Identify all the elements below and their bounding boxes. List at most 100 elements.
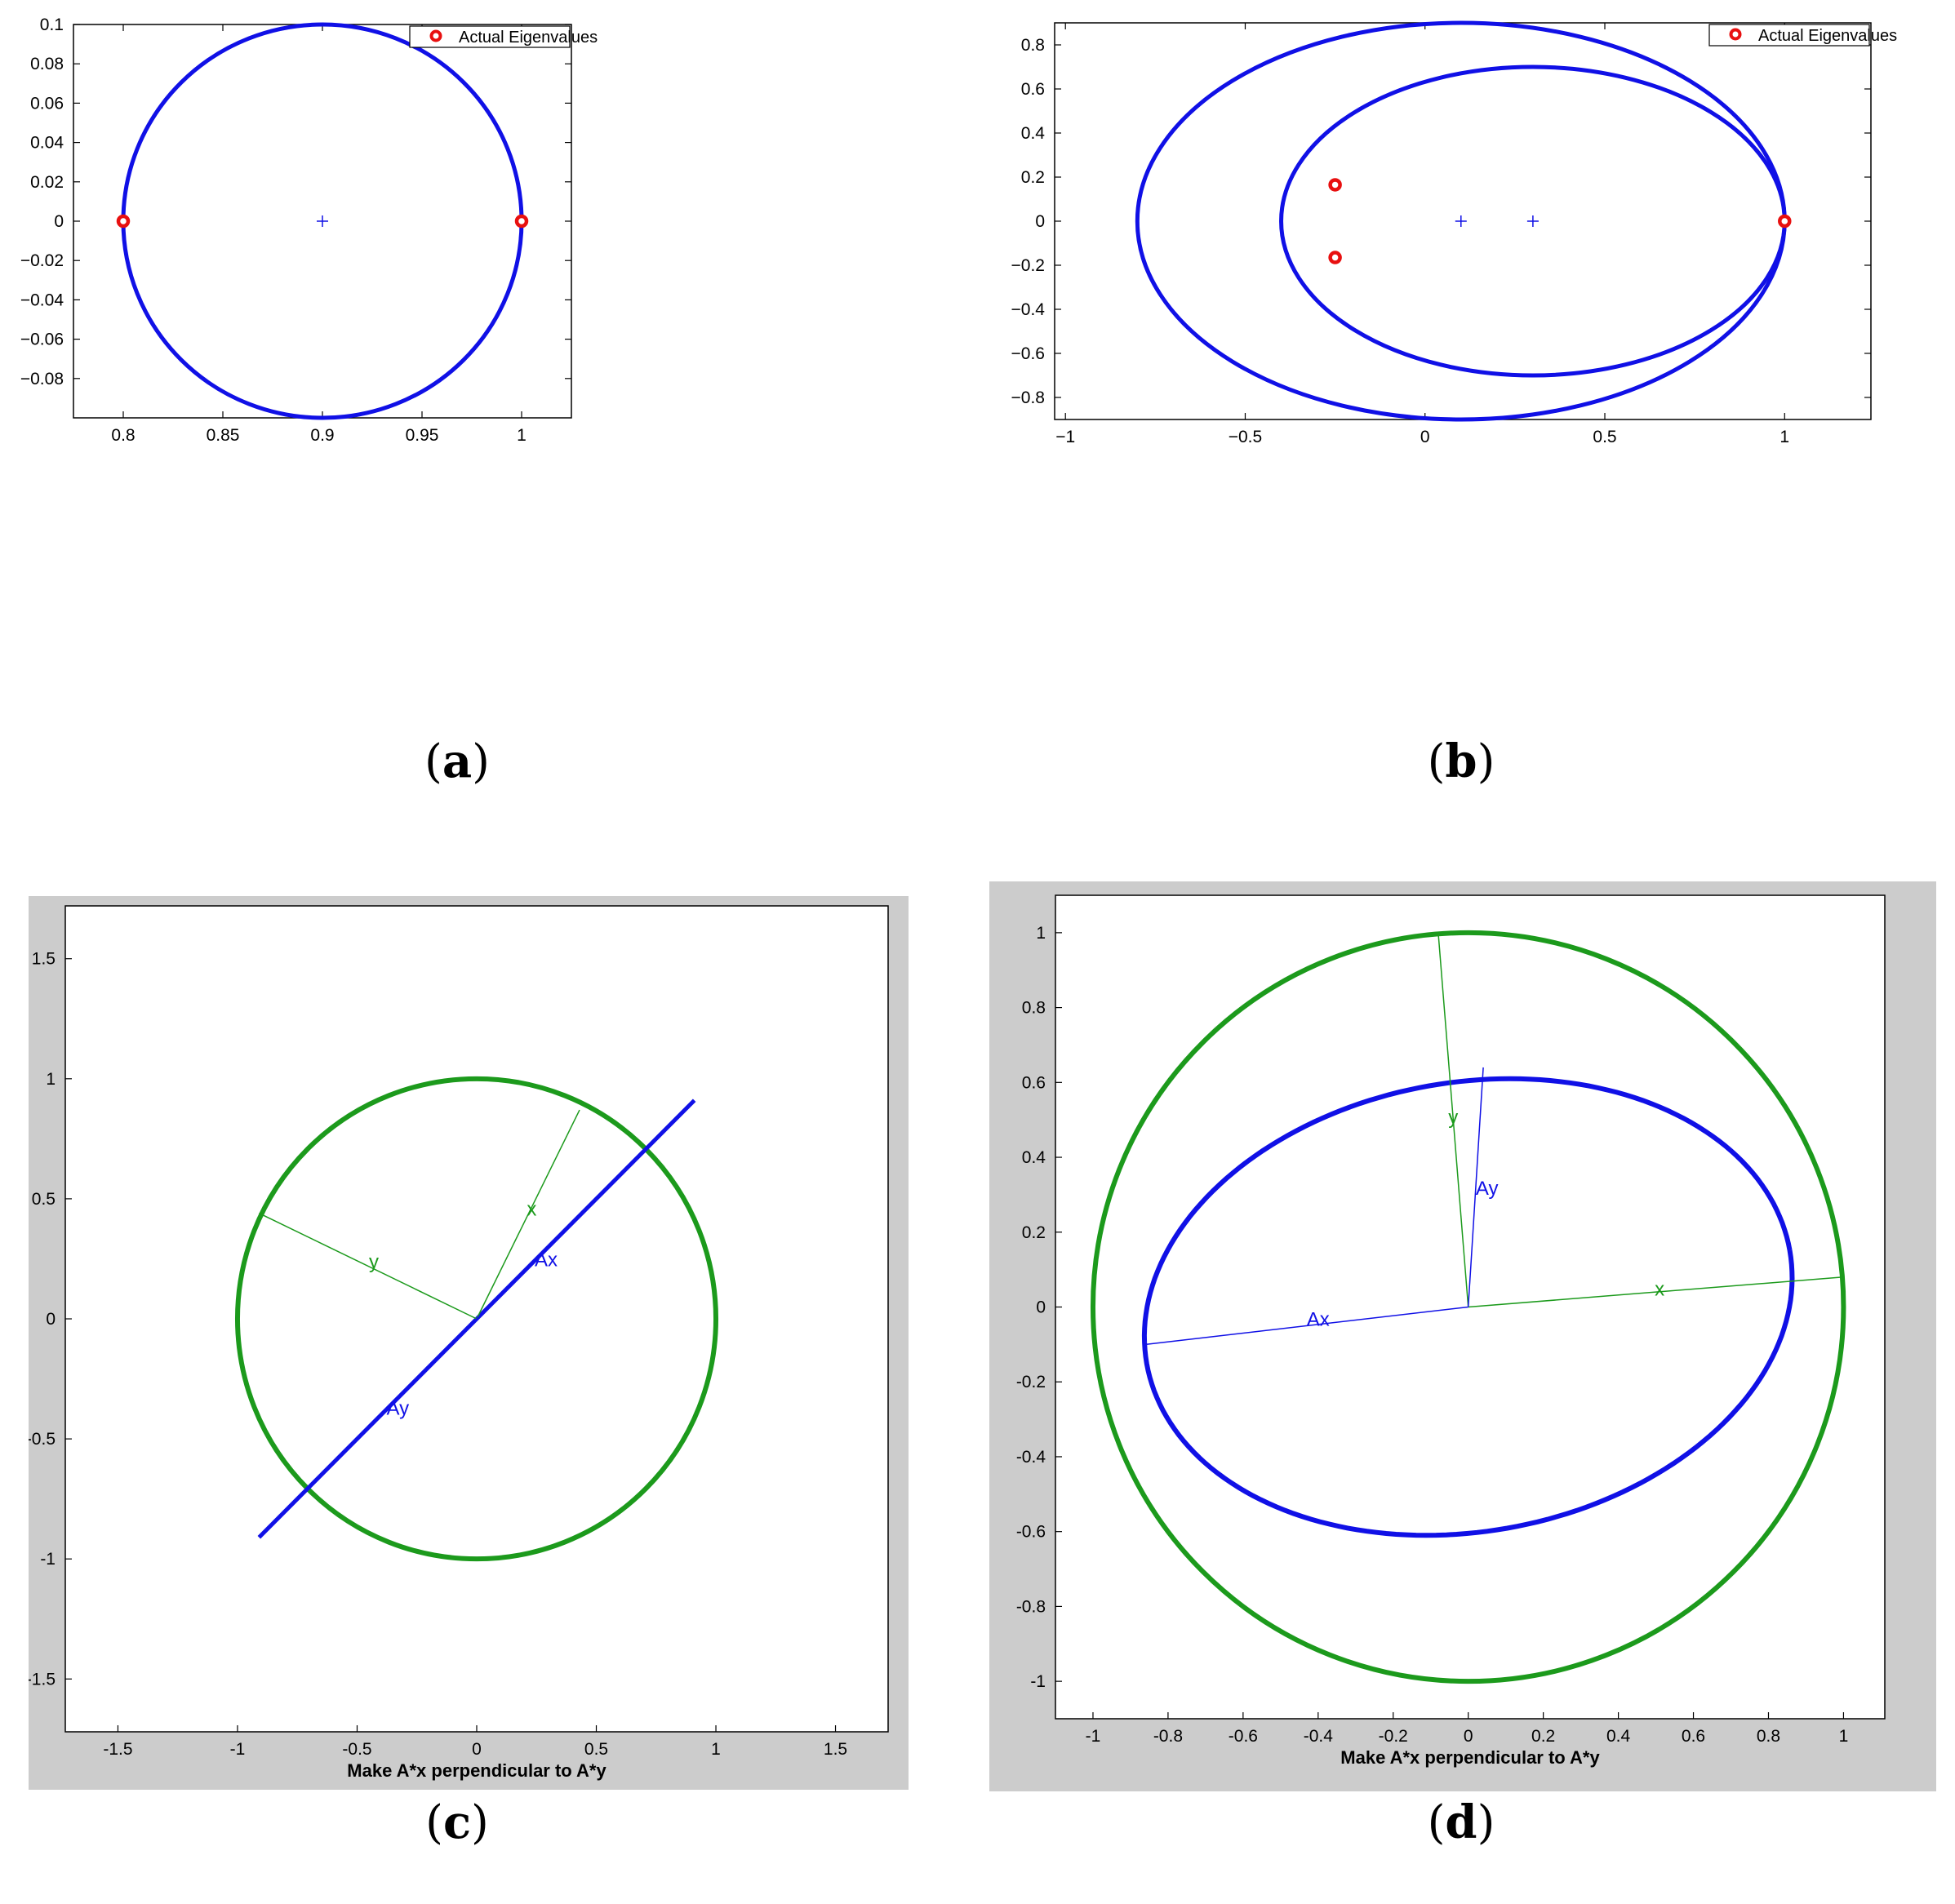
- y-tick-label: −0.04: [20, 291, 64, 309]
- x-tick-label: -0.8: [1153, 1727, 1183, 1746]
- x-tick-label: -0.2: [1379, 1727, 1408, 1746]
- chart-a-svg: 0.8 0.85 0.9 0.95 1 0.1 0.08 0.06 0.04 0.02 0 −0.02…: [20, 16, 598, 445]
- x-tick-label: -0.6: [1229, 1727, 1258, 1746]
- y-tick-label: 0: [1035, 212, 1045, 231]
- y-tick-label: 1.5: [32, 950, 56, 969]
- eigenvalue-marker: [1328, 178, 1342, 192]
- x-tick-label: 0.2: [1531, 1727, 1555, 1746]
- x-tick-label: -0.4: [1304, 1727, 1334, 1746]
- vector-label-y: y: [1448, 1107, 1458, 1129]
- vector-label-ax: Ax: [535, 1249, 558, 1271]
- x-tick-label: 1: [517, 426, 527, 445]
- vector-ax: [1145, 1306, 1468, 1346]
- y-tick-label: 0.08: [30, 55, 64, 73]
- x-tick-label: 0.6: [1682, 1727, 1705, 1746]
- y-tick-label: 0.4: [1021, 124, 1046, 143]
- chart-d-svg: -1 -0.8 -0.6 -0.4 -0.2 0 0.2 0.4 0.6 0.8 1 1 0.8 0.6 0…: [1016, 894, 1886, 1768]
- y-tick-label: 0: [1036, 1298, 1046, 1317]
- y-tick-label: 0.02: [30, 173, 64, 192]
- caption-d: (d): [1427, 1795, 1495, 1849]
- legend-marker: [1729, 28, 1742, 41]
- y-tick-label: 0.04: [30, 134, 64, 153]
- y-tick-label: -0.2: [1016, 1373, 1046, 1391]
- x-axis-label: Make A*x perpendicular to A*y: [347, 1760, 606, 1781]
- center-plus-marker: [1455, 215, 1467, 227]
- y-tick-label: 0.06: [30, 94, 64, 113]
- y-tick-label: -0.6: [1016, 1523, 1046, 1542]
- x-tick-label: 0: [1464, 1727, 1473, 1746]
- x-tick-label: 1: [711, 1740, 721, 1759]
- eigenvalue-marker: [1778, 214, 1792, 229]
- x-tick-label: 0.4: [1606, 1727, 1631, 1746]
- x-tick-label: -0.5: [342, 1740, 371, 1759]
- x-tick-label: 0.85: [207, 426, 240, 445]
- vector-ay: [1467, 1067, 1484, 1307]
- y-tick-label: 0: [54, 212, 64, 231]
- caption-b: (b): [1427, 735, 1495, 788]
- chart-c-svg: -1.5 -1 -0.5 0 0.5 1 1.5 1.5 1 0.5 0 -0.5 -1 -1.5 Make…: [29, 905, 889, 1781]
- x-tick-label: -1.5: [103, 1740, 132, 1759]
- x-tick-label: 1.5: [824, 1740, 847, 1759]
- legend-label: Actual Eigenvalues: [459, 29, 598, 47]
- x-tick-label: 1: [1779, 428, 1789, 446]
- y-tick-label: 1: [46, 1070, 56, 1089]
- y-tick-label: 0: [46, 1310, 56, 1329]
- y-tick-label: 0.8: [1021, 36, 1045, 55]
- panel-c: -1.5 -1 -0.5 0 0.5 1 1.5 1.5 1 0.5 0 -0.5 -1 -1.5 Make…: [29, 896, 909, 1790]
- vector-ax: [476, 1160, 635, 1320]
- y-tick-label: −0.08: [20, 370, 64, 388]
- x-tick-label: 0: [1420, 428, 1430, 446]
- y-tick-label: -1: [1030, 1672, 1046, 1691]
- y-tick-label: 0.2: [1021, 168, 1045, 187]
- vector-label-ay: Ay: [387, 1398, 410, 1420]
- y-tick-label: 1: [1036, 924, 1046, 943]
- vector-x: [476, 1109, 580, 1320]
- center-plus-marker: [317, 215, 328, 227]
- vector-label-y: y: [369, 1251, 379, 1273]
- panel-b: −1 −0.5 0 0.5 1 0.8 0.6 0.4 0.2 0 −0.2 −0.4 −0.6 −0.8…: [980, 0, 1955, 816]
- y-tick-label: −0.4: [1011, 300, 1046, 319]
- y-tick-label: −0.6: [1011, 344, 1045, 363]
- eigenvalue-marker: [116, 214, 131, 229]
- x-tick-label: 0.9: [310, 426, 334, 445]
- y-tick-label: 0.6: [1022, 1073, 1046, 1092]
- legend-marker: [429, 29, 442, 42]
- y-tick-label: 0.6: [1021, 80, 1045, 99]
- x-tick-label: 0.5: [1593, 428, 1616, 446]
- unit-circle: [1090, 930, 1846, 1684]
- vector-y: [259, 1212, 478, 1320]
- x-tick-label: 0.8: [111, 426, 135, 445]
- y-tick-label: 0.4: [1022, 1148, 1046, 1167]
- y-tick-label: −0.06: [20, 331, 64, 349]
- caption-c: (c): [425, 1795, 489, 1849]
- x-tick-label: 1: [1839, 1727, 1849, 1746]
- y-tick-label: −0.8: [1011, 388, 1045, 407]
- vector-label-ax: Ax: [1307, 1308, 1330, 1330]
- x-tick-label: 0.5: [584, 1740, 608, 1759]
- vector-label-x: x: [1655, 1279, 1664, 1301]
- unit-circle: [234, 1076, 719, 1562]
- legend-box: [1708, 24, 1870, 47]
- x-tick-label: 0.95: [406, 426, 439, 445]
- y-tick-label: 0.5: [32, 1190, 56, 1209]
- y-tick-label: -1: [40, 1550, 56, 1569]
- x-axis-label: Make A*x perpendicular to A*y: [1340, 1747, 1600, 1768]
- x-tick-label: -1: [230, 1740, 246, 1759]
- x-tick-label: −1: [1055, 428, 1075, 446]
- y-tick-label: -0.8: [1016, 1597, 1046, 1616]
- y-tick-label: -1.5: [29, 1670, 56, 1689]
- y-tick-label: 0.8: [1022, 999, 1046, 1018]
- vector-y: [1437, 932, 1469, 1307]
- y-tick-label: 0.2: [1022, 1223, 1046, 1242]
- vector-label-ay: Ay: [1476, 1178, 1499, 1200]
- x-tick-label: -1: [1086, 1727, 1101, 1746]
- eigenvalue-marker: [1328, 251, 1342, 264]
- caption-a: (a): [424, 735, 490, 788]
- y-tick-label: -0.4: [1016, 1448, 1046, 1467]
- image-ellipse: [1141, 1076, 1795, 1538]
- y-tick-label: -0.5: [29, 1430, 56, 1449]
- y-tick-label: 0.1: [40, 16, 64, 34]
- x-tick-label: 0: [472, 1740, 482, 1759]
- legend-label: Actual Eigenvalues: [1758, 27, 1897, 45]
- chart-b-svg: −1 −0.5 0 0.5 1 0.8 0.6 0.4 0.2 0 −0.2 −0.4 −0.6 −0.8…: [1011, 20, 1897, 446]
